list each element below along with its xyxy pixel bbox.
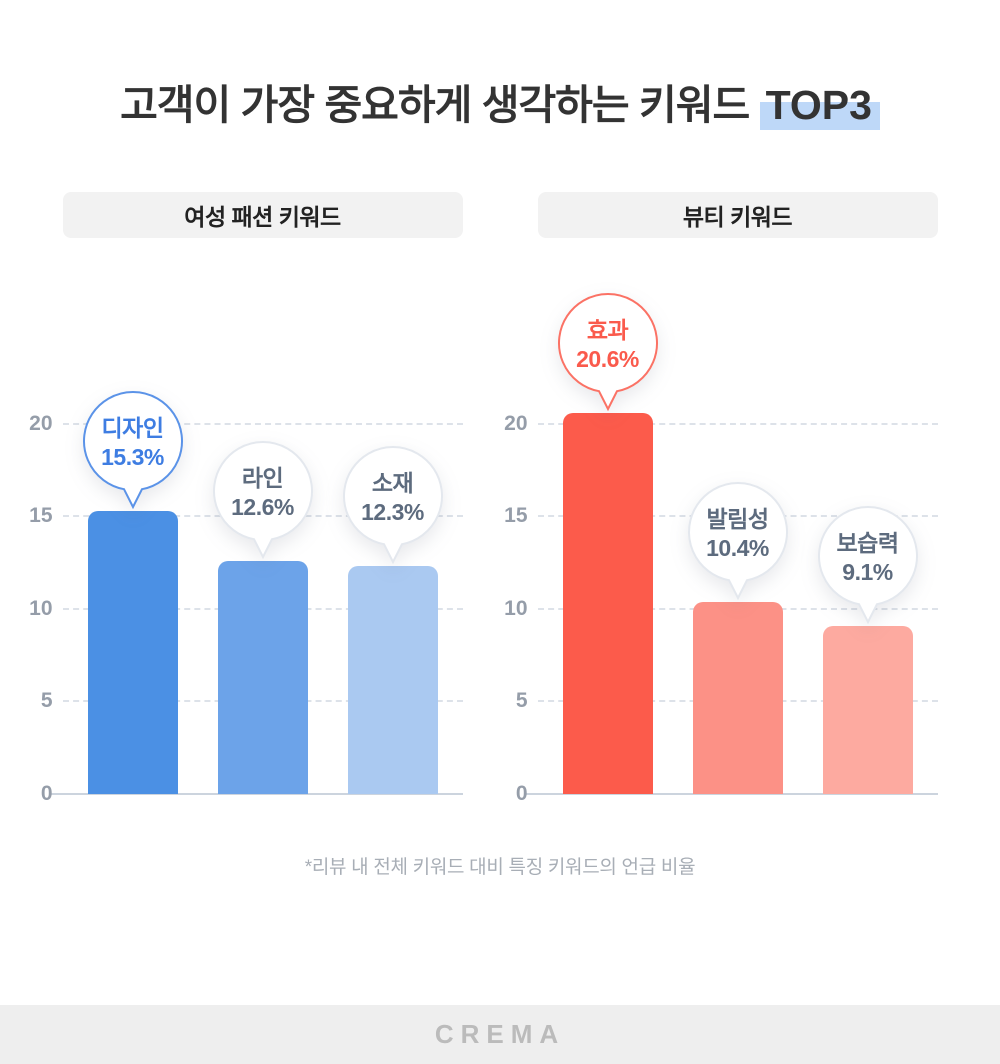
chart-header-fashion-label: 여성 패션 키워드 xyxy=(184,204,341,230)
y-gridline xyxy=(62,423,463,425)
beauty-chart-plot: 효과 20.6% 발림성 10.4% 보습력 9.1% 0 5 10 15 20 xyxy=(504,293,938,805)
y-tick-label: 20 xyxy=(29,412,53,435)
data-bubble-보습력: 보습력 9.1% xyxy=(815,506,921,628)
speech-balloon-shape xyxy=(687,482,788,601)
y-tick-label: 15 xyxy=(504,504,528,527)
fashion-chart-plot: 디자인 15.3% 라인 12.6% 소재 12.3% 0 5 10 15 20 xyxy=(29,391,463,805)
keyword-value: 10.4% xyxy=(706,535,769,561)
fashion-chart-section: 여성 패션 키워드 디자인 15.3% 라인 12.6% 소재 12.3% 0 5 10 15 2… xyxy=(29,192,463,805)
data-bubble-효과: 효과 20.6% xyxy=(555,293,661,415)
bar-소재 xyxy=(347,566,438,794)
bar-slot-효과: 효과 20.6% xyxy=(557,224,658,794)
bubble-label: 소재 12.3% xyxy=(340,452,446,544)
keyword-name: 소재 xyxy=(371,469,414,496)
bar-발림성 xyxy=(692,602,783,794)
keyword-value: 20.6% xyxy=(576,346,639,372)
footer-band: CREMA xyxy=(0,1005,1000,1064)
bubble-label: 효과 20.6% xyxy=(555,299,661,391)
chart-header-beauty: 뷰티 키워드 xyxy=(537,192,938,238)
bar-slot-발림성: 발림성 10.4% xyxy=(687,224,788,794)
page-title: 고객이 가장 중요하게 생각하는 키워드 TOP3 xyxy=(0,78,1000,132)
bar-라인 xyxy=(217,561,308,794)
crema-logo: CREMA xyxy=(434,1019,566,1049)
keyword-name: 디자인 xyxy=(101,414,164,441)
data-bubble-디자인: 디자인 15.3% xyxy=(80,391,186,513)
speech-balloon-shape xyxy=(557,293,658,412)
y-tick-label: 5 xyxy=(515,689,528,712)
data-bubble-발림성: 발림성 10.4% xyxy=(685,482,791,604)
beauty-chart-bars: 효과 20.6% 발림성 10.4% 보습력 9.1% xyxy=(557,224,938,794)
y-tick-label: 10 xyxy=(504,597,528,620)
data-bubble-소재: 소재 12.3% xyxy=(340,446,446,568)
bar-디자인 xyxy=(87,511,178,794)
x-axis-line xyxy=(50,793,463,795)
keyword-name: 효과 xyxy=(586,316,629,343)
beauty-chart-section: 뷰티 키워드 효과 20.6% 발림성 10.4% 보습력 9.1% 0 5 10 15 20 xyxy=(504,192,938,805)
y-tick-label: 10 xyxy=(29,597,53,620)
speech-balloon-shape xyxy=(817,506,918,625)
keyword-value: 12.6% xyxy=(231,494,294,520)
bubble-label: 라인 12.6% xyxy=(210,447,316,539)
keyword-name: 보습력 xyxy=(836,529,899,556)
bar-slot-디자인: 디자인 15.3% xyxy=(82,224,183,794)
infographic-canvas: 고객이 가장 중요하게 생각하는 키워드 TOP3 여성 패션 키워드 디자인 1… xyxy=(0,78,1000,1064)
keyword-name: 발림성 xyxy=(706,505,769,532)
keyword-value: 12.3% xyxy=(361,499,424,525)
bar-보습력 xyxy=(822,626,913,794)
bar-효과 xyxy=(562,413,653,794)
bubble-label: 보습력 9.1% xyxy=(815,512,921,604)
chart-header-beauty-label: 뷰티 키워드 xyxy=(682,204,793,230)
x-axis-line xyxy=(525,793,938,795)
y-tick-label: 0 xyxy=(40,782,53,805)
bubble-label: 디자인 15.3% xyxy=(80,397,186,489)
data-bubble-라인: 라인 12.6% xyxy=(210,441,316,563)
y-tick-label: 20 xyxy=(504,412,528,435)
bubble-label: 발림성 10.4% xyxy=(685,488,791,580)
keyword-value: 9.1% xyxy=(842,559,893,585)
bar-slot-보습력: 보습력 9.1% xyxy=(817,224,918,794)
bar-slot-라인: 라인 12.6% xyxy=(212,224,313,794)
fashion-chart-bars: 디자인 15.3% 라인 12.6% 소재 12.3% xyxy=(82,224,463,794)
speech-balloon-shape xyxy=(342,446,443,565)
y-tick-label: 5 xyxy=(40,689,53,712)
footnote: *리뷰 내 전체 키워드 대비 특징 키워드의 언급 비율 xyxy=(304,857,696,878)
speech-balloon-shape xyxy=(212,441,313,560)
y-tick-label: 15 xyxy=(29,504,53,527)
speech-balloon-shape xyxy=(82,391,183,510)
charts-row: 여성 패션 키워드 디자인 15.3% 라인 12.6% 소재 12.3% 0 5 10 15 2… xyxy=(0,192,1000,805)
title-text: 고객이 가장 중요하게 생각하는 키워드 xyxy=(120,82,750,128)
y-tick-label: 0 xyxy=(515,782,528,805)
keyword-name: 라인 xyxy=(241,464,284,491)
keyword-value: 15.3% xyxy=(101,444,164,470)
y-gridline xyxy=(537,423,938,425)
title-highlight: TOP3 xyxy=(759,82,880,130)
bar-slot-소재: 소재 12.3% xyxy=(342,224,443,794)
chart-header-fashion: 여성 패션 키워드 xyxy=(62,192,463,238)
